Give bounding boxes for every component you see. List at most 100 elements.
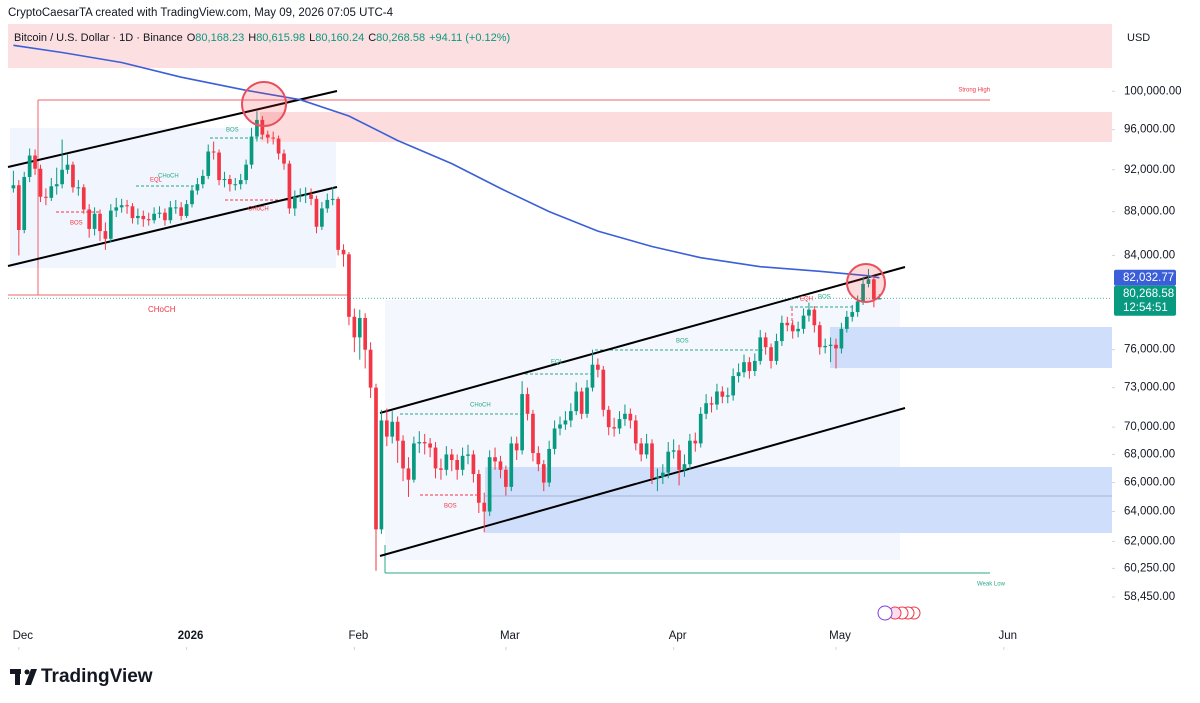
candle-body (336, 198, 340, 250)
candle-body (476, 474, 481, 503)
candle-body (774, 341, 779, 361)
candle-body (839, 328, 844, 349)
x-tick-label: Mar (500, 630, 520, 642)
legend-key: L (309, 32, 315, 44)
candle-body (828, 344, 833, 346)
candle-body (87, 209, 92, 229)
annotation: EQL (150, 178, 163, 184)
candle-body (628, 413, 633, 421)
candle-body (660, 472, 665, 477)
candle-body (271, 137, 276, 139)
candle-body (368, 349, 373, 388)
y-tick-label: 68,000.00 (1124, 448, 1175, 460)
candle-body (384, 420, 389, 437)
annotation: BOS (444, 504, 457, 510)
y-tick-label: 100,000.00 (1124, 85, 1182, 97)
chart-title: Bitcoin / U.S. Dollar · 1D · Binance (14, 32, 183, 44)
candle-body (747, 362, 752, 372)
last-price-tag (1114, 285, 1176, 316)
candle-body (27, 155, 32, 177)
candle-body (650, 443, 654, 479)
candle-body (65, 164, 70, 170)
candle-body (574, 391, 579, 412)
demand-zone (830, 327, 1112, 368)
candle-body (531, 413, 535, 454)
candle-body (303, 194, 308, 196)
candle-body (666, 451, 671, 473)
candle-body (785, 322, 790, 326)
x-tick-label: Feb (348, 630, 368, 642)
candle-body (498, 461, 503, 470)
annotation: CHoCH (470, 403, 491, 409)
candle-body (633, 420, 638, 444)
legend-change: +94.11 (+0.12%) (429, 32, 510, 44)
candle-body (417, 442, 422, 444)
event-icon (877, 605, 893, 621)
candle-body (509, 443, 514, 487)
candle-body (731, 376, 736, 396)
x-tick-label: Apr (669, 630, 687, 642)
candle-body (682, 464, 687, 470)
candle-body (184, 204, 189, 216)
channel-line (379, 407, 906, 557)
candle-body (379, 420, 384, 530)
candle-body (487, 457, 492, 512)
candle-body (157, 212, 162, 214)
candle-body (363, 318, 368, 350)
annotation: BOS (70, 221, 83, 227)
candle-body (265, 134, 270, 138)
candle-body (590, 364, 595, 388)
candle-body (790, 325, 795, 332)
candle-body (709, 403, 714, 405)
logo-text: TradingView (41, 666, 153, 687)
currency: USD (1127, 32, 1150, 44)
candle-body (872, 279, 876, 300)
y-tick-label: 60,250.00 (1124, 562, 1175, 574)
candle-body (844, 316, 849, 329)
candle-body (228, 179, 232, 185)
candle-body (168, 207, 173, 221)
candle-body (98, 213, 102, 232)
candle-body (190, 190, 194, 205)
candle-body (742, 362, 746, 373)
candle-body (200, 175, 205, 185)
candle-body (341, 249, 346, 255)
candle-body (861, 283, 865, 302)
ma-price-tag (1114, 269, 1176, 286)
candle-body (466, 454, 470, 456)
candle-body (276, 138, 281, 154)
candle-body (38, 168, 43, 197)
event-icons (877, 605, 921, 621)
candle-body (617, 419, 622, 429)
candle-body (11, 185, 16, 189)
candle-body (152, 213, 156, 221)
logo: TradingView (10, 666, 153, 687)
candle-body (482, 502, 487, 512)
candle-body (401, 440, 405, 469)
candle-body (585, 387, 589, 414)
countdown: 12:54:51 (1123, 302, 1168, 314)
candle-body (796, 328, 800, 332)
annotation: BOS (226, 128, 239, 134)
candle-body (114, 207, 119, 211)
candle-body (769, 347, 773, 361)
candle-body (525, 394, 530, 414)
candle-body (71, 164, 75, 188)
candle-body (390, 421, 395, 437)
candle-body (412, 443, 416, 480)
legend-value: 80,168.23 (195, 32, 244, 44)
candle-body (855, 301, 860, 313)
x-tick-label: Dec (13, 630, 34, 642)
candle-body (81, 187, 86, 210)
annotation: Strong High (958, 88, 990, 94)
candle-body (49, 186, 54, 198)
supply-zone (260, 112, 1112, 142)
candle-body (834, 344, 838, 349)
candle-body (195, 184, 200, 191)
candle-body (455, 460, 460, 470)
logo-mark (24, 669, 30, 675)
candle-body (211, 151, 216, 153)
candle-body (44, 196, 48, 198)
x-tick-label: 2026 (178, 630, 204, 642)
candle-body (812, 309, 817, 326)
